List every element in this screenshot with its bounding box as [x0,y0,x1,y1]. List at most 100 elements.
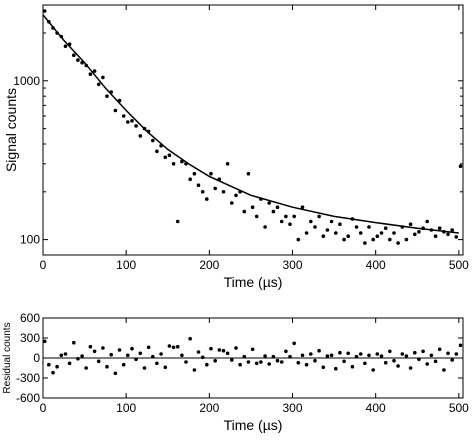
data-point [96,359,101,364]
data-point [263,354,267,358]
data-point [433,359,438,364]
data-point [72,53,76,57]
data-point [363,241,367,245]
fit-curve [42,14,459,234]
data-point [63,44,68,48]
data-point [279,360,284,364]
data-point [196,183,201,187]
data-point [404,354,409,358]
data-point [367,225,371,229]
data-point [279,219,284,224]
data-point [217,348,222,352]
y-tick-label: 100 [20,233,40,247]
data-point [450,358,455,362]
data-point [450,228,455,232]
data-point [209,346,213,351]
data-point [275,358,280,363]
data-point [221,190,226,194]
data-point [329,353,334,358]
data-point [238,362,242,367]
data-point [408,222,413,226]
data-point [413,350,417,355]
data-point [234,346,238,350]
data-point [300,205,305,209]
data-point [51,370,55,375]
data-point [80,354,84,358]
x-tick-label: 300 [282,258,302,272]
data-point [192,171,197,176]
data-point [392,358,396,363]
data-point [175,219,180,224]
data-point [358,231,363,235]
residual-y-axis-title: Residual counts [2,322,13,393]
data-point [167,153,172,157]
data-point [88,344,93,349]
residual-panel: 0 100 200 300 400 500 -600 -300 0 300 600 Time (µ… [2,311,469,433]
data-point [334,366,338,371]
data-point [383,360,388,365]
data-point [296,237,301,242]
data-point [88,72,93,76]
x-tick-label: 0 [40,401,47,415]
data-point [267,201,272,205]
x-tick-label: 200 [199,401,219,415]
data-point [417,357,421,362]
data-point [105,94,109,98]
data-point [296,360,301,365]
data-point [437,347,442,352]
data-point [225,162,230,166]
data-point [134,357,138,362]
data-point [388,349,392,354]
data-point [134,124,138,128]
data-point [284,214,288,219]
data-point [363,361,367,366]
data-point [159,352,163,356]
data-point [130,119,134,123]
data-point [346,351,351,356]
x-tick-label: 200 [199,258,219,272]
data-point [325,228,330,232]
y-tick-label: 0 [33,351,40,365]
data-point [84,366,88,370]
data-point [304,231,309,235]
data-point [354,225,359,229]
data-point [42,9,47,13]
data-point [55,364,59,369]
data-point [433,234,438,238]
data-point [230,358,234,362]
data-point [230,201,234,205]
data-point [342,359,346,364]
data-point [142,366,147,370]
data-point [458,343,463,348]
data-point [292,214,297,219]
data-point [304,362,309,367]
data-point [254,214,259,219]
data-point [284,349,288,354]
data-point [321,365,326,370]
data-point [342,237,346,242]
data-point [263,225,267,229]
data-point [250,347,255,352]
signal-y-ticks: 100 1000 [13,32,463,247]
x-tick-label: 300 [282,401,302,415]
signal-x-ticks: 0 100 200 300 400 500 [40,5,469,272]
data-point [138,134,143,138]
data-point [442,368,446,372]
data-point [288,222,292,226]
residual-y-ticks: -600 -300 0 300 600 [16,311,463,405]
data-point [321,234,326,238]
data-point [234,193,238,198]
data-point [205,197,209,201]
residual-points [42,336,463,376]
data-point [400,352,405,356]
data-point [375,352,380,356]
data-point [246,171,251,176]
data-point [354,354,359,359]
data-point [155,149,159,154]
data-point [209,171,213,176]
data-point [371,237,376,242]
data-point [242,354,247,359]
data-point [388,237,392,242]
